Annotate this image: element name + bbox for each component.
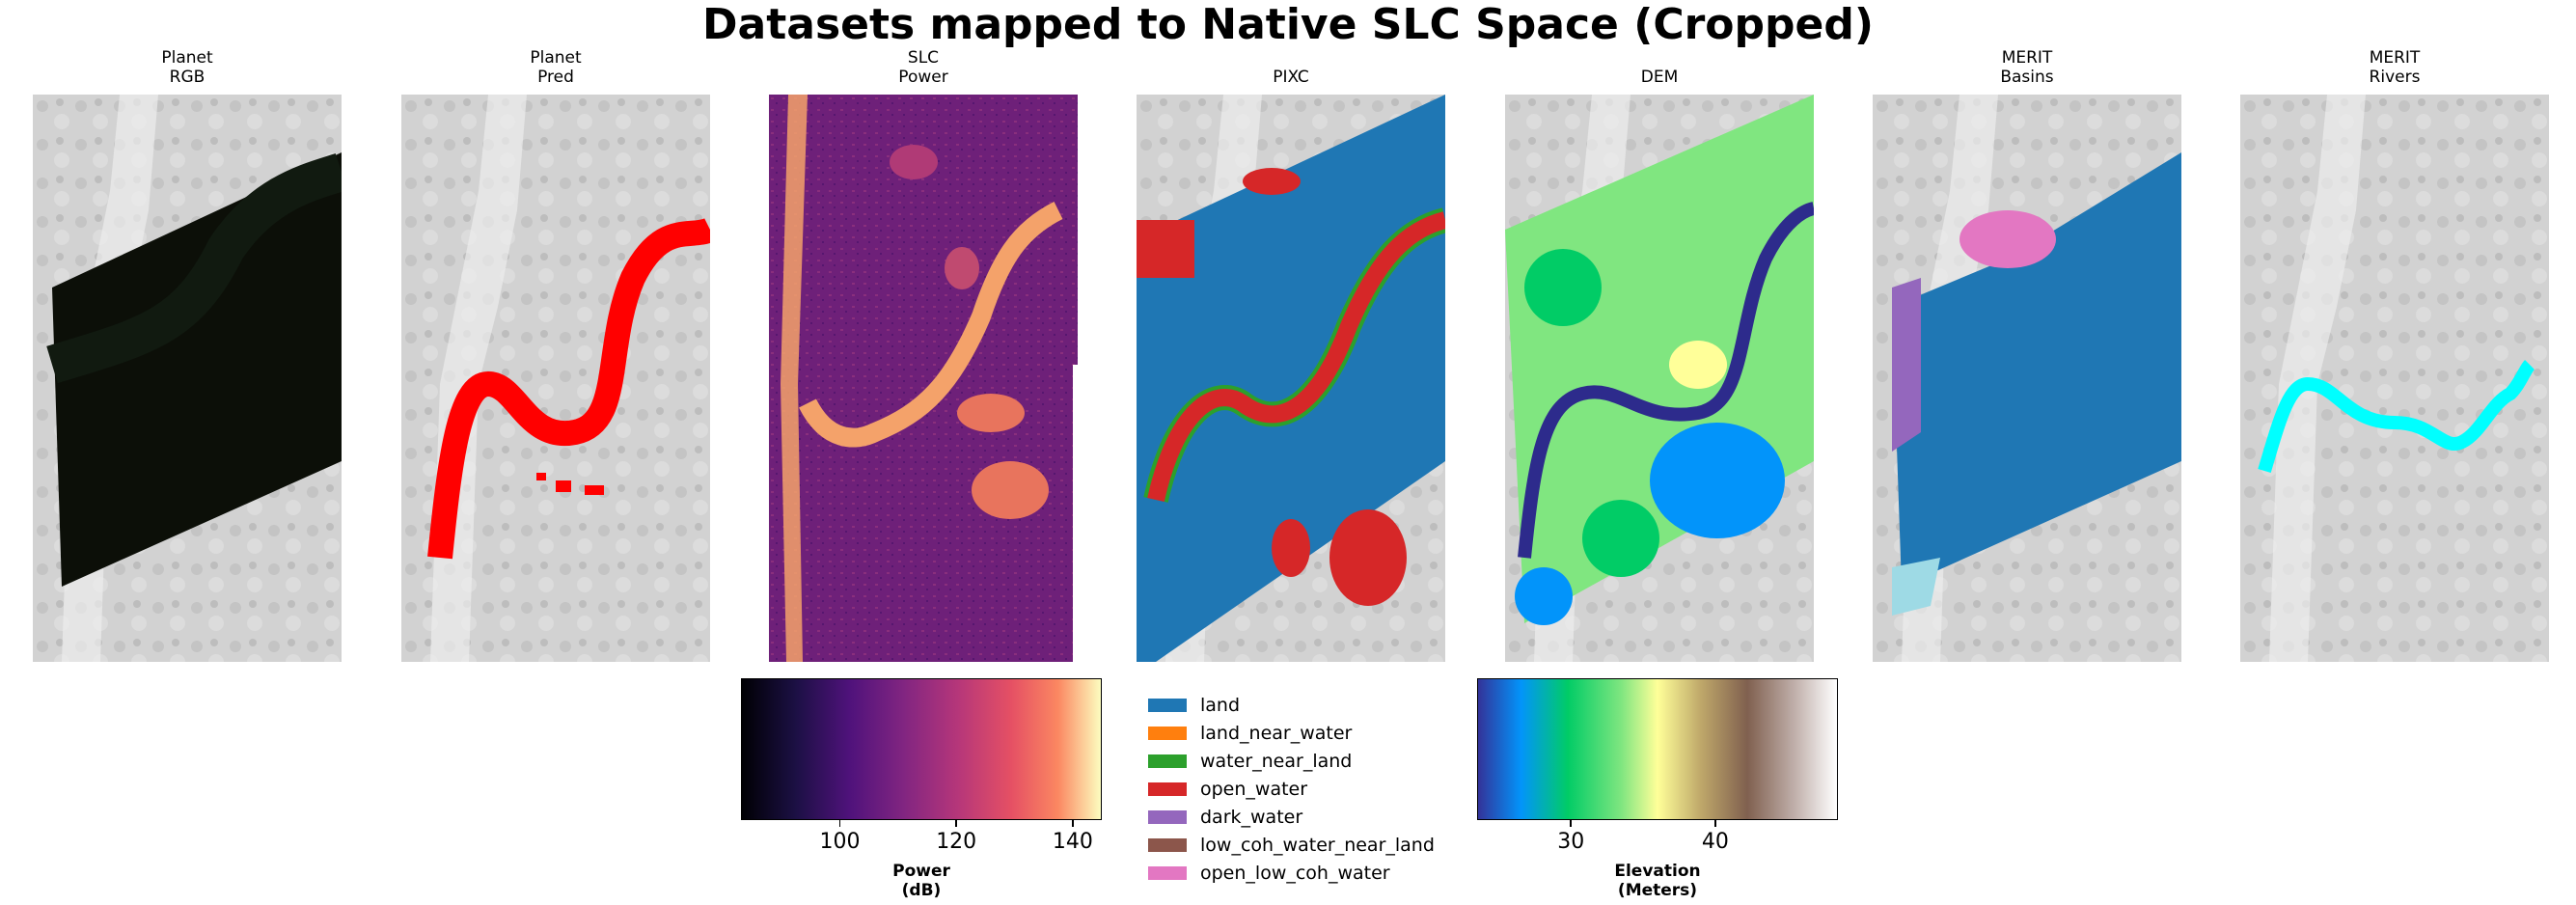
panel-title-merit-basins: MERIT Basins: [2000, 48, 2054, 87]
elevation-colorbar: [1477, 678, 1838, 820]
colorbar-tick-mark: [1072, 820, 1074, 827]
planet-pred-panel: [401, 95, 710, 662]
panel-title-planet-pred: Planet Pred: [530, 48, 582, 87]
legend-swatch: [1148, 809, 1187, 824]
legend-item: water_near_land: [1148, 747, 1435, 775]
legend-swatch: [1148, 726, 1187, 740]
colorbar-tick-label: 120: [936, 830, 977, 854]
pixc-land: [1137, 95, 1445, 662]
legend-item: open_low_coh_water: [1148, 859, 1435, 887]
basin-purple: [1892, 278, 1921, 452]
legend-label: land: [1200, 694, 1241, 716]
dem-panel: [1505, 95, 1814, 662]
legend-item: land_near_water: [1148, 719, 1435, 747]
panel-title-slc-power: SLC Power: [898, 48, 948, 87]
power-colorbar-label: Power (dB): [892, 862, 950, 900]
legend-item: land: [1148, 691, 1435, 719]
legend-item: low_coh_water_near_land: [1148, 831, 1435, 859]
legend-item: dark_water: [1148, 803, 1435, 831]
basin-main: [1892, 152, 2181, 587]
legend-label: low_coh_water_near_land: [1200, 834, 1435, 856]
rgb-mask-area: [52, 152, 342, 587]
slc-river: [799, 202, 1063, 448]
panel-title-dem: DEM: [1640, 68, 1679, 87]
panel-title-merit-rivers: MERIT Rivers: [2369, 48, 2421, 87]
colorbar-tick-mark: [838, 820, 841, 827]
legend-label: dark_water: [1200, 806, 1303, 828]
power-colorbar: [741, 678, 1102, 820]
legend-swatch: [1148, 754, 1187, 768]
pixc-open-water: [1147, 211, 1445, 502]
colorbar-tick-label: 100: [819, 830, 861, 854]
colorbar-tick-label: 40: [1701, 830, 1729, 854]
planet-rgb-panel: [33, 95, 342, 662]
colorbar-tick-mark: [1570, 820, 1572, 827]
panel-title-pixc: PIXC: [1273, 68, 1309, 87]
basin-pink: [1959, 210, 2056, 268]
legend-swatch: [1148, 865, 1187, 880]
legend-label: open_low_coh_water: [1200, 862, 1390, 884]
basin-light: [1892, 558, 1940, 616]
colorbar-tick-mark: [955, 820, 957, 827]
dem-river: [1518, 202, 1814, 559]
figure-title: Datasets mapped to Native SLC Space (Cro…: [702, 0, 1874, 49]
merit-river-line: [2258, 360, 2535, 474]
predicted-water: [427, 217, 710, 560]
panel-title-planet-rgb: Planet RGB: [161, 48, 213, 87]
pixc-legend: land land_near_water water_near_land open_w…: [1148, 691, 1435, 887]
colorbar-tick-label: 30: [1557, 830, 1585, 854]
merit-rivers-panel: [2240, 95, 2549, 662]
merit-basins-panel: [1873, 95, 2181, 662]
legend-item: open_water: [1148, 775, 1435, 803]
legend-label: open_water: [1200, 778, 1308, 800]
legend-swatch: [1148, 837, 1187, 852]
legend-swatch: [1148, 782, 1187, 796]
elevation-colorbar-label: Elevation (Meters): [1614, 862, 1701, 900]
legend-label: water_near_land: [1200, 750, 1353, 772]
legend-label: land_near_water: [1200, 722, 1353, 744]
colorbar-tick-mark: [1714, 820, 1716, 827]
legend-swatch: [1148, 698, 1187, 712]
slc-power-panel: [769, 95, 1078, 662]
pixc-panel: [1137, 95, 1445, 662]
colorbar-tick-label: 140: [1052, 830, 1093, 854]
